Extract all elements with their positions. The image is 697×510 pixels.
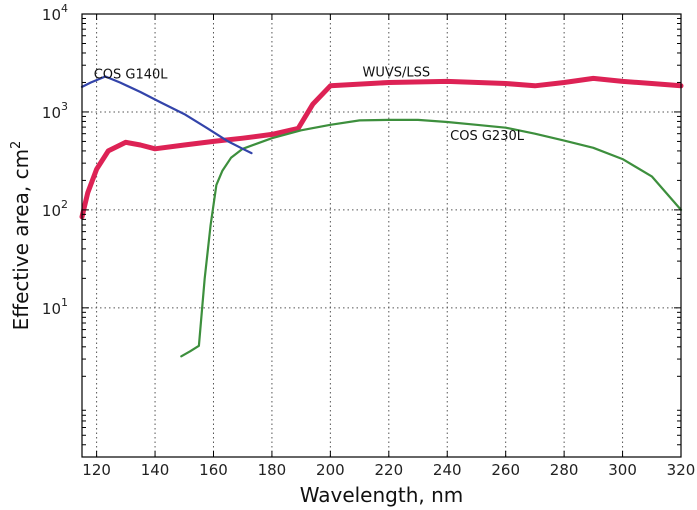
plot-frame	[81, 13, 682, 458]
y-tick-label: 103	[42, 100, 68, 122]
series-layer	[79, 75, 684, 358]
x-tick-label: 220	[374, 461, 403, 479]
y-tick-label: 104	[42, 2, 68, 24]
x-tick-label: 300	[608, 461, 637, 479]
series-label-cos-g230l: COS G230L	[450, 129, 525, 144]
tick-marks	[82, 13, 682, 458]
x-tick-label: 280	[550, 461, 579, 479]
series-line-cos-g230l	[180, 118, 683, 358]
series-labels: COS G140L WUVS/LSS COS G230L	[94, 66, 525, 144]
x-tick-label: 160	[199, 461, 228, 479]
y-tick-labels: 101 102 103 104	[42, 2, 68, 318]
x-axis-title: Wavelength, nm	[300, 483, 464, 507]
y-axis-title-superscript: 2	[9, 141, 24, 149]
x-tick-label: 120	[82, 461, 111, 479]
y-axis-title: Effective area, cm2	[9, 141, 33, 331]
series-line-wuvs-lss	[79, 75, 684, 220]
x-tick-label: 260	[491, 461, 520, 479]
x-tick-label: 180	[258, 461, 287, 479]
grid	[82, 14, 681, 457]
x-tick-labels: 120 140 160 180 200 220 240 260 280 300 320	[82, 461, 695, 479]
series-label-wuvs-lss: WUVS/LSS	[363, 66, 431, 81]
series-line-cos-g140l	[80, 75, 253, 155]
y-tick-label: 101	[42, 296, 68, 318]
x-tick-label: 140	[141, 461, 170, 479]
y-tick-label: 102	[42, 198, 68, 220]
y-axis-title-text: Effective area, cm	[9, 149, 33, 330]
x-tick-label: 200	[316, 461, 345, 479]
x-tick-label: 240	[433, 461, 462, 479]
series-label-cos-g140l: COS G140L	[94, 67, 169, 82]
x-tick-label: 320	[667, 461, 696, 479]
